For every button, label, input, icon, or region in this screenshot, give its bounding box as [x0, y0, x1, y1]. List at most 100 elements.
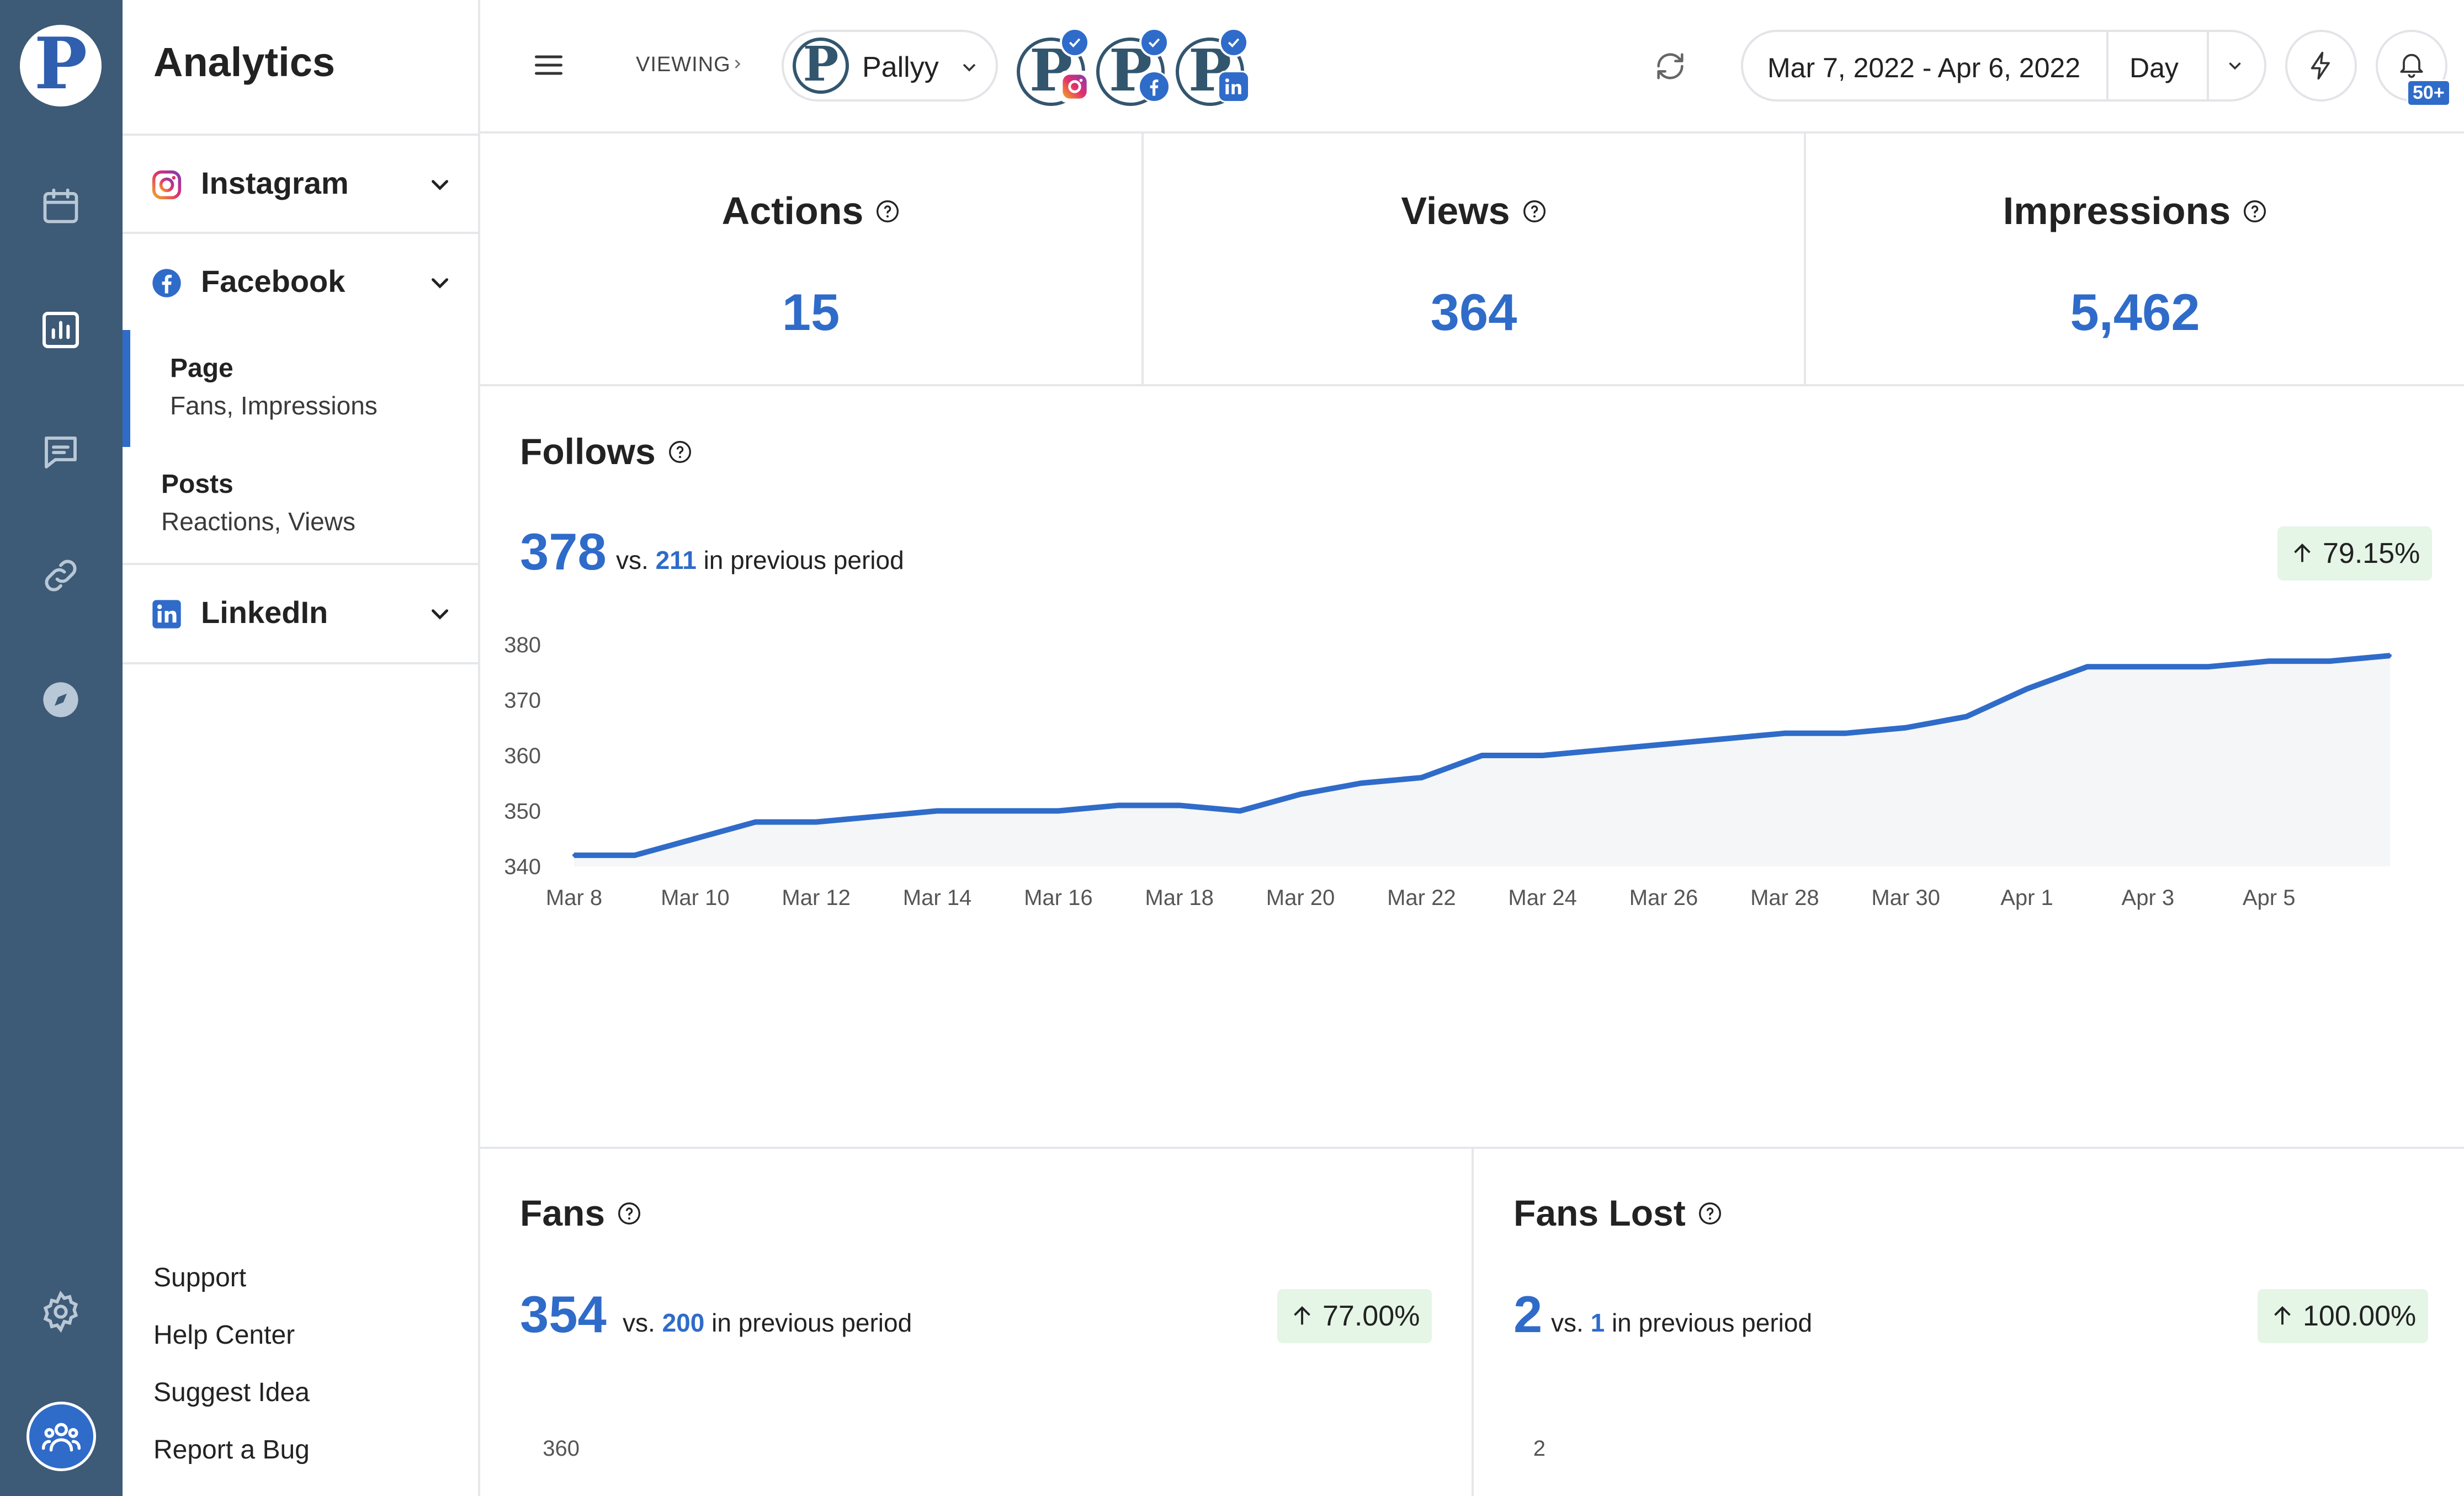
help-icon[interactable]	[875, 199, 900, 223]
panel-title: Follows	[520, 431, 656, 472]
help-icon[interactable]	[1522, 199, 1547, 223]
data-point[interactable]	[1177, 803, 1181, 807]
chevron-down-icon	[432, 180, 448, 190]
refresh-icon[interactable]	[1653, 49, 1688, 84]
data-point[interactable]	[2267, 659, 2271, 663]
data-point[interactable]	[2388, 654, 2392, 658]
y-tick-label: 360	[504, 744, 541, 768]
data-point[interactable]	[572, 853, 576, 857]
sidebar-item-linkedin[interactable]: LinkedIn	[123, 565, 478, 664]
date-range-value[interactable]: Mar 7, 2022 - Apr 6, 2022	[1767, 52, 2081, 83]
x-tick-label: Mar 12	[782, 886, 851, 910]
data-point[interactable]	[1904, 726, 1908, 730]
data-point[interactable]	[2146, 665, 2150, 669]
subitem-title: Posts	[161, 470, 233, 499]
period-text: in previous period	[711, 1308, 912, 1337]
data-point[interactable]	[1359, 781, 1363, 785]
x-tick-label: Mar 22	[1387, 886, 1456, 910]
data-point[interactable]	[1056, 809, 1060, 813]
inbox-icon[interactable]	[30, 422, 91, 483]
calendar-icon[interactable]	[30, 175, 91, 236]
profile-linkedin[interactable]: P	[1173, 28, 1256, 110]
data-point[interactable]	[1299, 792, 1302, 796]
data-point[interactable]	[633, 853, 636, 857]
link-icon[interactable]	[30, 545, 91, 606]
settings-icon[interactable]	[30, 1281, 91, 1342]
chevron-down-icon[interactable]	[2224, 55, 2245, 76]
period-text: in previous period	[1611, 1308, 1813, 1337]
data-point[interactable]	[1662, 742, 1665, 746]
granularity-select[interactable]: Day	[2130, 52, 2179, 83]
help-center-link[interactable]: Help Center	[153, 1321, 295, 1350]
data-point[interactable]	[1420, 776, 1424, 780]
brand-logo[interactable]: P	[20, 25, 102, 107]
previous-value: 200	[662, 1308, 705, 1337]
discover-icon[interactable]	[30, 669, 91, 730]
data-point[interactable]	[2025, 687, 2028, 691]
report-bug-link[interactable]: Report a Bug	[153, 1435, 310, 1465]
metric-card-actions: Actions 15	[480, 134, 1144, 386]
subitem-subtitle: Fans, Impressions	[170, 391, 378, 420]
data-point[interactable]	[875, 814, 879, 818]
data-point[interactable]	[2085, 665, 2089, 669]
account-selector[interactable]: P Pallyy	[782, 30, 998, 102]
x-tick-label: Mar 26	[1629, 886, 1698, 910]
account-avatar: P	[793, 38, 849, 94]
sidebar-item-label: Instagram	[201, 166, 349, 200]
quick-actions-button[interactable]	[2285, 30, 2357, 102]
x-tick-label: Mar 14	[903, 886, 972, 910]
x-tick-label: Mar 8	[546, 886, 602, 910]
fans-panel: Fans 354 vs. 200 in previous period 77.0…	[480, 1149, 1474, 1496]
data-point[interactable]	[1722, 737, 1726, 741]
change-value: 79.15%	[2323, 537, 2420, 569]
follows-value: 378	[520, 523, 607, 581]
help-icon[interactable]	[2243, 199, 2267, 223]
help-icon[interactable]	[668, 440, 692, 464]
analytics-icon[interactable]	[30, 300, 91, 360]
data-point[interactable]	[1844, 731, 1847, 735]
data-point[interactable]	[1783, 731, 1787, 735]
sidebar-item-instagram[interactable]: Instagram	[123, 134, 478, 234]
profile-instagram[interactable]: P	[1015, 28, 1097, 110]
help-icon[interactable]	[1698, 1201, 1722, 1226]
subitem-title: Page	[170, 354, 233, 383]
viewing-label: VIEWING	[636, 53, 731, 76]
notifications-button[interactable]: 50+	[2376, 30, 2451, 107]
data-point[interactable]	[1480, 754, 1484, 757]
fans-chart: 360	[543, 1436, 580, 1461]
data-point[interactable]	[2207, 665, 2210, 669]
chevron-down-icon	[432, 278, 448, 289]
y-tick-label: 370	[504, 689, 541, 713]
vs-text: vs.	[623, 1308, 655, 1337]
data-point[interactable]	[996, 809, 1000, 813]
sidebar-subitem-posts[interactable]: Posts Reactions, Views	[123, 461, 478, 561]
sidebar-subitem-page[interactable]: Page Fans, Impressions	[123, 345, 478, 445]
data-point[interactable]	[754, 820, 757, 824]
divider	[2106, 32, 2109, 99]
data-point[interactable]	[2328, 659, 2332, 663]
data-point[interactable]	[814, 820, 818, 824]
data-point[interactable]	[693, 837, 697, 840]
notification-count-badge: 50+	[2407, 79, 2451, 107]
fans-value: 354	[520, 1285, 607, 1343]
data-point[interactable]	[1117, 803, 1121, 807]
follows-panel: Follows 378 vs. 211 in previous period 7…	[480, 386, 2464, 1149]
x-tick-label: Mar 24	[1508, 886, 1577, 910]
data-point[interactable]	[1238, 809, 1242, 813]
data-point[interactable]	[1541, 754, 1544, 757]
help-icon[interactable]	[617, 1201, 641, 1226]
data-point[interactable]	[936, 809, 939, 813]
support-link[interactable]: Support	[153, 1263, 247, 1292]
facebook-toggle[interactable]: Facebook	[123, 234, 478, 317]
team-icon[interactable]	[26, 1402, 96, 1471]
menu-icon[interactable]	[532, 49, 565, 82]
data-point[interactable]	[1601, 748, 1605, 752]
vs-text: vs.	[1551, 1308, 1584, 1337]
top-bar: VIEWING P Pallyy P P P	[480, 0, 2464, 134]
profile-facebook[interactable]: P	[1094, 28, 1177, 110]
check-icon	[1139, 28, 1169, 57]
data-point[interactable]	[1964, 715, 1968, 718]
suggest-idea-link[interactable]: Suggest Idea	[153, 1378, 310, 1407]
y-tick-label: 350	[504, 800, 541, 824]
